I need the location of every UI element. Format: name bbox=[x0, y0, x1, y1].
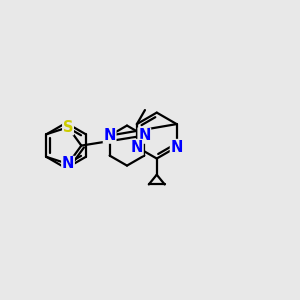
Text: S: S bbox=[63, 120, 73, 135]
Text: N: N bbox=[131, 140, 143, 154]
Text: N: N bbox=[103, 128, 116, 143]
Text: N: N bbox=[170, 140, 183, 154]
Text: N: N bbox=[138, 128, 151, 143]
Text: N: N bbox=[62, 156, 74, 171]
